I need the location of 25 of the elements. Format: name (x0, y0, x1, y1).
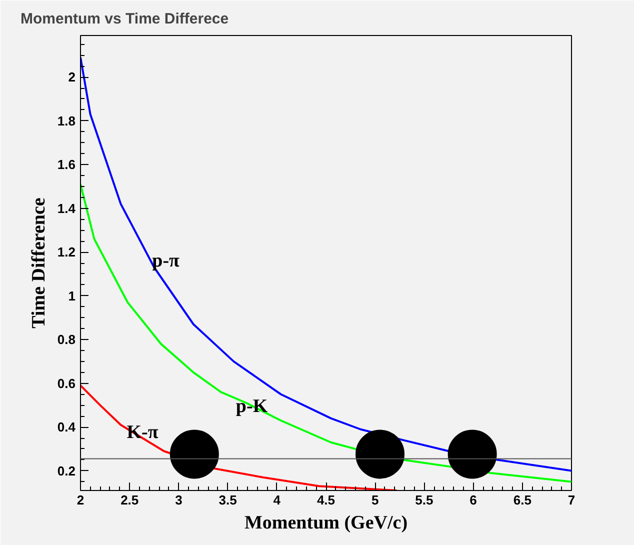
x-tick-label: 7 (568, 492, 576, 508)
x-tick-label: 2.5 (120, 492, 139, 508)
x-tick-label: 3 (175, 492, 182, 508)
y-tick-label: 1.4 (57, 200, 76, 216)
x-tick-label: 5 (371, 492, 379, 508)
x-tick-label: 6.5 (513, 492, 532, 508)
x-tick-label: 6 (470, 492, 477, 508)
line-series (80, 56, 572, 472)
x-tick-label: 4 (273, 492, 282, 508)
x-tick-label: 4.5 (316, 492, 336, 508)
chart-title: Momentum vs Time Differece (20, 10, 229, 28)
y-tick-label: 0.2 (57, 463, 76, 478)
y-tick-label: 1.2 (57, 244, 76, 260)
y-tick-label: 0.8 (57, 332, 76, 348)
y-axis-title: Time Difference (28, 198, 50, 328)
x-tick-label: 5.5 (415, 492, 434, 508)
y-tick-label: 2 (68, 70, 76, 85)
x-axis-title: Momentum (GeV/c) (244, 512, 408, 534)
y-tick-label: 1.6 (57, 157, 76, 172)
x-tick-label: 3.5 (218, 492, 237, 508)
y-tick-label: 1 (68, 288, 76, 304)
series-label: p-π (152, 250, 180, 272)
y-tick-label: 1.8 (57, 113, 76, 128)
y-tick-label: 0.6 (57, 376, 76, 391)
y-tick-label: 0.4 (57, 420, 76, 435)
